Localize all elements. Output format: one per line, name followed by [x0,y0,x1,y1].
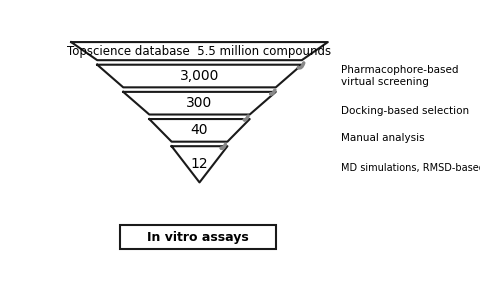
Polygon shape [172,146,228,182]
Text: Docking-based selection: Docking-based selection [341,106,469,116]
FancyArrowPatch shape [271,90,275,94]
Text: Topscience database  5.5 million compounds: Topscience database 5.5 million compound… [67,45,332,58]
Polygon shape [149,119,250,142]
Text: 40: 40 [191,123,208,137]
Text: In vitro assays: In vitro assays [147,231,249,244]
Polygon shape [71,42,328,60]
FancyBboxPatch shape [120,225,276,249]
FancyArrowPatch shape [299,63,304,68]
Polygon shape [97,65,302,87]
Text: 300: 300 [186,96,213,110]
Text: 3,000: 3,000 [180,69,219,83]
Polygon shape [123,92,276,114]
Text: Pharmacophore-based
virtual screening: Pharmacophore-based virtual screening [341,65,458,87]
Text: MD simulations, RMSD-based selection: MD simulations, RMSD-based selection [341,163,480,173]
Text: Manual analysis: Manual analysis [341,133,424,143]
FancyArrowPatch shape [244,116,248,120]
Text: 12: 12 [191,157,208,171]
FancyArrowPatch shape [221,144,226,148]
